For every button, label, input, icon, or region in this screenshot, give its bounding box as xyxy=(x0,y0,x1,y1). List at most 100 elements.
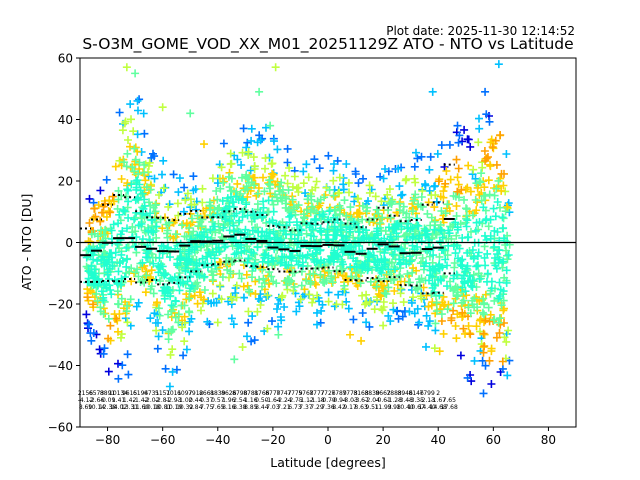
bin-stat-n: 5151 xyxy=(155,390,170,397)
bin-stat-mean: -3.35 xyxy=(408,397,424,404)
bin-stat-mean: -3.48 xyxy=(397,397,413,404)
x-tick-label: −80 xyxy=(95,433,120,447)
chart-title: S-O3M_GOME_VOD_XX_M01_20251129Z ATO - NT… xyxy=(82,35,573,54)
bin-stat-mean: -1.28 xyxy=(386,397,402,404)
y-tick-label: −40 xyxy=(48,359,73,373)
scatter-marker xyxy=(494,60,503,69)
bin-stat-n: 8163 xyxy=(353,390,368,397)
bin-stat-std: 9.51 xyxy=(365,404,379,411)
bin-stat-n: 6731 xyxy=(144,390,159,397)
bin-stat-mean: -2.75 xyxy=(287,397,303,404)
bin-stat-n: 8626 xyxy=(221,390,236,397)
bin-stat-mean: -3.67 xyxy=(353,397,369,404)
bin-stat-n: 2 xyxy=(436,390,440,397)
scatter-marker xyxy=(122,63,131,72)
bin-stat-mean: 2.54 xyxy=(233,397,247,404)
scatter-marker xyxy=(428,87,437,96)
y-tick-label: 20 xyxy=(58,175,73,189)
bin-stat-n: 6194 xyxy=(133,390,148,397)
bin-stat-n: 7883 xyxy=(386,390,401,397)
bin-stat-n: 8839 xyxy=(210,390,225,397)
bin-statistics-lines xyxy=(80,163,455,295)
bin-stat-mean: -1.18 xyxy=(309,397,325,404)
bin-stat-mean: -2.66 xyxy=(89,397,105,404)
bin-stat-std: 14.02 xyxy=(110,404,127,411)
bin-stat-mean: -1.02 xyxy=(177,397,193,404)
bin-stat-std: 8.38 xyxy=(233,404,247,411)
x-tick-label: 80 xyxy=(541,433,556,447)
bin-stat-mean: -0.61 xyxy=(375,397,391,404)
scatter-marker xyxy=(263,324,272,333)
bin-stat-std: 8.69 xyxy=(79,404,93,411)
bin-stat-n: 9615 xyxy=(122,390,137,397)
bin-stat-std: 10.18 xyxy=(143,404,160,411)
bin-stat-mean: 1.41 xyxy=(112,397,126,404)
bin-stat-n: 8770 xyxy=(265,390,280,397)
bin-stat-mean: -0.94 xyxy=(331,397,347,404)
bin-stat-n: 7777 xyxy=(309,390,324,397)
bin-stat-mean: 0.44 xyxy=(189,397,203,404)
scatter-marker xyxy=(255,87,264,96)
bin-stat-n: 6573 xyxy=(89,390,104,397)
scatter-marker xyxy=(200,140,208,149)
scatter-marker xyxy=(271,63,280,72)
scatter-marker-group xyxy=(119,96,514,391)
bin-stat-mean: -1.12 xyxy=(298,397,314,404)
bin-stat-std: 8.42 xyxy=(332,404,346,411)
scatter-marker xyxy=(238,343,247,352)
scatter-marker xyxy=(453,121,462,130)
scatter-marker xyxy=(230,355,239,364)
y-tick-label: 40 xyxy=(58,113,73,127)
y-tick-label: 60 xyxy=(58,52,73,66)
bin-stat-std: 6.73 xyxy=(288,404,302,411)
bin-stat-std: 7.21 xyxy=(277,404,291,411)
bin-stat-std: 9.84 xyxy=(189,404,203,411)
bin-stat-std: 7.29 xyxy=(310,404,324,411)
bin-stat-mean: -2.02 xyxy=(144,397,160,404)
bin-stat-std: 13.31 xyxy=(121,404,138,411)
bin-stat-mean: 1.96 xyxy=(222,397,236,404)
y-tick-label: 0 xyxy=(65,236,73,250)
y-axis-label: ATO - NTO [DU] xyxy=(19,194,34,291)
bin-stat-mean: -2.13 xyxy=(419,397,435,404)
scatter-marker xyxy=(131,69,140,78)
bin-stat-mean: -3.03 xyxy=(342,397,358,404)
bin-stat-n: 8766 xyxy=(254,390,269,397)
bin-stat-n: 8662 xyxy=(375,390,390,397)
bin-stat-std: 7.75 xyxy=(200,404,214,411)
bin-stat-mean: -1.64 xyxy=(265,397,281,404)
x-axis-label: Latitude [degrees] xyxy=(270,455,386,470)
bin-stat-n: 7011 xyxy=(166,390,181,397)
bin-stat-n: 10134 xyxy=(109,390,128,397)
plot-date: Plot date: 2025-11-30 12:14:52 xyxy=(386,24,575,38)
bin-stat-std: 10.32 xyxy=(176,404,193,411)
scatter-marker xyxy=(158,103,167,112)
scatter-marker xyxy=(274,330,283,339)
bin-stat-n: 8946 xyxy=(398,390,413,397)
bin-stat-std: 7.37 xyxy=(299,404,313,411)
bin-stat-n: 7912 xyxy=(188,390,203,397)
bin-stat-mean: 0.50 xyxy=(255,397,269,404)
bin-stat-std: 14.40 xyxy=(419,404,436,411)
y-axis: −60 −40 −20 0 20 40 60 xyxy=(48,52,80,435)
bin-stat-std: 8.63 xyxy=(354,404,368,411)
bin-stat-std: 7.03 xyxy=(266,404,280,411)
bin-stat-mean: -1.42 xyxy=(133,397,149,404)
bin-stat-std: 8.44 xyxy=(255,404,269,411)
bin-stat-std: 14.68 xyxy=(430,404,447,411)
bin-stat-std: 10.19 xyxy=(165,404,182,411)
bin-stat-mean: 0.57 xyxy=(211,397,225,404)
bin-stat-mean: -2.93 xyxy=(166,397,182,404)
bin-stat-n: 7773 xyxy=(342,390,357,397)
scatter-marker xyxy=(213,318,222,327)
bin-stat-n: 7799 xyxy=(420,390,435,397)
bin-stat-std: 10.67 xyxy=(408,404,425,411)
scatter-marker-group xyxy=(84,95,514,398)
y-tick-label: −20 xyxy=(48,298,73,312)
x-tick-label: 20 xyxy=(375,433,390,447)
bin-stat-n: 8661 xyxy=(199,390,214,397)
x-tick-label: −20 xyxy=(260,433,285,447)
x-axis: −80 −60 −40 −20 0 20 40 60 80 xyxy=(95,427,556,447)
